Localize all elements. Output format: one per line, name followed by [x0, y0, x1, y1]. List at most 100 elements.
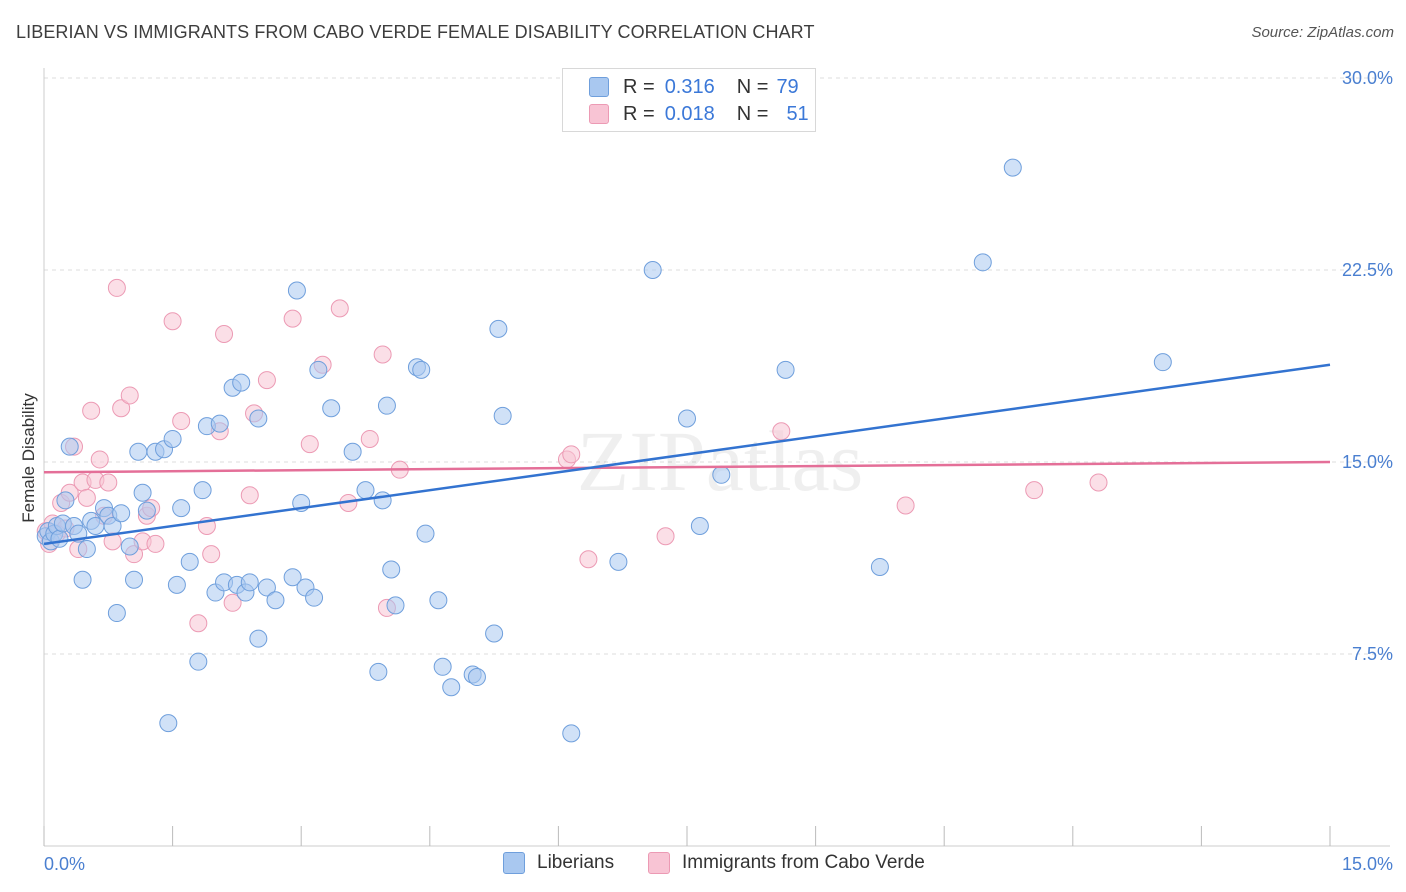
data-point-cabo-verde — [330, 299, 349, 318]
data-point-liberians — [56, 491, 75, 510]
data-point-liberians — [163, 429, 182, 448]
data-point-cabo-verde — [90, 450, 109, 469]
data-point-liberians — [356, 481, 375, 500]
x-tick-labels: 0.0% 15.0% — [44, 854, 1393, 874]
chart-title: LIBERIAN VS IMMIGRANTS FROM CABO VERDE F… — [16, 22, 815, 42]
data-point-cabo-verde — [300, 435, 319, 454]
y-axis-label: Female Disability — [19, 393, 38, 523]
legend-swatch-cabo-verde — [589, 104, 609, 124]
legend-n-label: N = — [736, 102, 769, 125]
data-point-cabo-verde — [172, 412, 191, 431]
data-point-liberians — [125, 570, 144, 589]
data-point-liberians — [343, 442, 362, 461]
data-point-liberians — [189, 652, 208, 671]
series-cabo-verde-points — [36, 278, 1108, 633]
data-point-liberians — [377, 396, 396, 415]
data-point-liberians — [133, 483, 152, 502]
data-point-cabo-verde — [107, 278, 126, 297]
legend-r-label: R = — [623, 75, 655, 98]
data-point-liberians — [232, 373, 251, 392]
data-point-liberians — [283, 568, 302, 587]
trend-line-liberians — [43, 363, 1331, 546]
data-point-liberians — [489, 319, 508, 338]
data-point-cabo-verde — [202, 545, 221, 564]
legend-item-cabo-verde: Immigrants from Cabo Verde — [648, 852, 925, 874]
legend-n-value: 51 — [786, 102, 809, 125]
trend-lines — [43, 363, 1331, 546]
stats-legend: R = 0.316 N = 79 R = 0.018 N = 51 — [562, 68, 816, 132]
data-point-liberians — [159, 714, 178, 733]
source-label: Source: ZipAtlas.com — [1251, 24, 1394, 41]
y-tick-label: 22.5% — [1342, 260, 1393, 280]
data-point-liberians — [249, 409, 268, 428]
legend-row-cabo-verde: R = 0.018 N = 51 — [589, 102, 809, 126]
data-point-liberians — [167, 575, 186, 594]
data-point-cabo-verde — [215, 325, 234, 343]
data-point-liberians — [690, 517, 709, 535]
data-point-liberians — [609, 552, 628, 571]
data-point-liberians — [369, 662, 388, 681]
data-point-liberians — [467, 668, 486, 687]
data-point-liberians — [309, 360, 328, 379]
data-point-liberians — [429, 591, 448, 610]
data-point-cabo-verde — [360, 429, 379, 448]
legend-r-value: 0.316 — [664, 75, 715, 98]
data-point-liberians — [193, 481, 212, 500]
data-point-liberians — [712, 465, 731, 484]
data-point-liberians — [1153, 353, 1172, 372]
data-point-cabo-verde — [656, 527, 675, 546]
data-point-cabo-verde — [579, 550, 598, 569]
data-point-liberians — [412, 360, 431, 379]
data-point-liberians — [266, 591, 285, 610]
data-point-cabo-verde — [1089, 473, 1108, 492]
data-point-liberians — [973, 253, 992, 272]
legend-r-label: R = — [623, 102, 655, 125]
trend-line-cabo-verde — [43, 460, 1331, 474]
data-point-liberians — [373, 491, 392, 510]
series-liberians-points — [36, 158, 1172, 743]
data-point-liberians — [493, 406, 512, 425]
data-point-liberians — [305, 588, 324, 607]
data-point-liberians — [120, 537, 139, 556]
data-point-cabo-verde — [163, 312, 182, 331]
legend-item-liberians: Liberians — [503, 852, 614, 874]
data-point-liberians — [1003, 158, 1022, 177]
data-point-liberians — [73, 570, 92, 589]
data-point-cabo-verde — [99, 473, 118, 492]
data-point-liberians — [386, 596, 405, 615]
data-point-cabo-verde — [240, 486, 259, 505]
y-tick-labels: 7.5% 15.0% 22.5% 30.0% — [1342, 68, 1393, 664]
data-point-cabo-verde — [772, 422, 791, 441]
data-point-liberians — [416, 524, 435, 543]
data-point-liberians — [776, 360, 795, 379]
data-point-cabo-verde — [562, 445, 581, 464]
legend-swatch-liberians — [503, 852, 525, 874]
axes — [43, 68, 1390, 847]
y-tick-label: 30.0% — [1342, 68, 1393, 88]
data-point-liberians — [485, 624, 504, 643]
data-point-liberians — [129, 442, 148, 461]
data-point-liberians — [322, 399, 341, 418]
data-point-cabo-verde — [896, 496, 915, 515]
data-point-liberians — [257, 578, 276, 597]
data-point-cabo-verde — [77, 488, 96, 507]
y-tick-label: 15.0% — [1342, 452, 1393, 472]
legend-n-value: 79 — [776, 75, 799, 98]
data-point-liberians — [240, 573, 259, 592]
data-point-liberians — [433, 657, 452, 676]
legend-row-liberians: R = 0.316 N = 79 — [589, 75, 799, 99]
legend-swatch-cabo-verde — [648, 852, 670, 874]
legend-label-cabo-verde: Immigrants from Cabo Verde — [682, 852, 925, 873]
data-point-cabo-verde — [120, 386, 139, 405]
data-point-liberians — [210, 414, 229, 433]
data-point-cabo-verde — [146, 534, 165, 553]
data-point-liberians — [50, 529, 69, 548]
data-point-liberians — [870, 557, 889, 576]
data-point-liberians — [442, 678, 461, 697]
data-point-liberians — [107, 604, 126, 623]
data-point-liberians — [249, 629, 268, 648]
x-tick-label: 0.0% — [44, 854, 85, 874]
data-point-cabo-verde — [373, 345, 392, 364]
data-point-liberians — [382, 560, 401, 579]
